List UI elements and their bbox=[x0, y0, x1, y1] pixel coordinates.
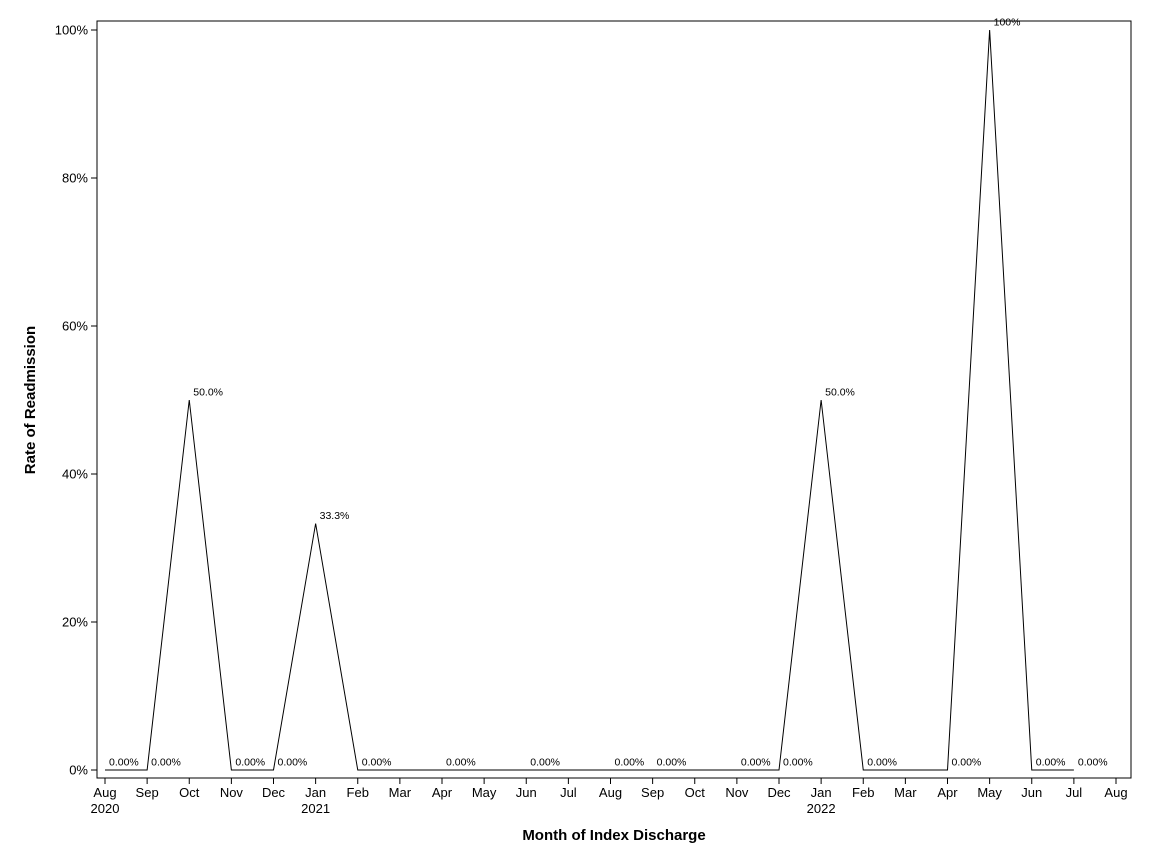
data-label: 0.00% bbox=[867, 757, 897, 769]
y-axis-title: Rate of Readmission bbox=[22, 326, 39, 474]
data-label: 0.00% bbox=[235, 757, 265, 769]
data-label: 33.3% bbox=[320, 510, 350, 522]
x-tick-label: Feb bbox=[347, 785, 369, 800]
data-label: 0.00% bbox=[657, 757, 687, 769]
x-tick-label: Apr bbox=[432, 785, 453, 800]
x-tick-label: Aug bbox=[1104, 785, 1127, 800]
x-tick-label: Jan bbox=[305, 785, 326, 800]
data-label: 100% bbox=[994, 17, 1021, 29]
x-tick-label: Jun bbox=[1021, 785, 1042, 800]
series-line bbox=[105, 29, 1074, 771]
x-tick-label: Dec bbox=[767, 785, 791, 800]
data-label: 0.00% bbox=[151, 757, 181, 769]
x-tick-label: Jul bbox=[1066, 785, 1083, 800]
x-tick-year-label: 2022 bbox=[807, 801, 836, 816]
plot-frame bbox=[96, 20, 1132, 779]
x-tick-label: Oct bbox=[179, 785, 200, 800]
x-tick-label: Aug bbox=[93, 785, 116, 800]
x-tick-label: Apr bbox=[937, 785, 958, 800]
data-label: 0.00% bbox=[1078, 757, 1108, 769]
data-label: 0.00% bbox=[741, 757, 771, 769]
data-label: 0.00% bbox=[278, 757, 308, 769]
series-layer bbox=[105, 29, 1074, 771]
x-tick-label: Jul bbox=[560, 785, 577, 800]
y-tick-label: 60% bbox=[62, 319, 88, 334]
x-tick-label: Jun bbox=[516, 785, 537, 800]
data-label: 0.00% bbox=[446, 757, 476, 769]
data-label: 0.00% bbox=[1036, 757, 1066, 769]
data-label: 0.00% bbox=[783, 757, 813, 769]
y-tick-label: 20% bbox=[62, 615, 88, 630]
x-tick-year-label: 2020 bbox=[91, 801, 120, 816]
data-label: 0.00% bbox=[109, 757, 139, 769]
x-tick-label: Sep bbox=[136, 785, 159, 800]
y-tick-label: 100% bbox=[55, 23, 89, 38]
y-tick-label: 80% bbox=[62, 171, 88, 186]
x-tick-label: Nov bbox=[725, 785, 749, 800]
x-tick-label: Oct bbox=[685, 785, 706, 800]
data-label: 0.00% bbox=[952, 757, 982, 769]
data-label-layer: 0.00% 0.00% 50.0% 0.00% 0.00% 33.3% 0.00% 0.00%… bbox=[109, 17, 1108, 769]
x-axis-title: Month of Index Discharge bbox=[522, 827, 705, 844]
y-tick-label: 40% bbox=[62, 467, 88, 482]
data-label: 50.0% bbox=[193, 387, 223, 399]
data-label: 0.00% bbox=[530, 757, 560, 769]
y-axis: 0% 20% 40% 60% 80% 100% bbox=[55, 23, 97, 778]
x-tick-label: Sep bbox=[641, 785, 664, 800]
x-tick-label: May bbox=[472, 785, 497, 800]
x-tick-label: Nov bbox=[220, 785, 244, 800]
x-tick-label: Mar bbox=[894, 785, 917, 800]
data-label: 50.0% bbox=[825, 387, 855, 399]
data-label: 0.00% bbox=[362, 757, 392, 769]
x-tick-year-label: 2021 bbox=[301, 801, 330, 816]
x-tick-label: Jan bbox=[811, 785, 832, 800]
x-tick-label: Aug bbox=[599, 785, 622, 800]
data-label: 0.00% bbox=[615, 757, 645, 769]
y-tick-label: 0% bbox=[69, 763, 88, 778]
x-tick-label: Mar bbox=[389, 785, 412, 800]
x-tick-label: Dec bbox=[262, 785, 286, 800]
x-tick-label: Feb bbox=[852, 785, 874, 800]
x-tick-label: May bbox=[977, 785, 1002, 800]
